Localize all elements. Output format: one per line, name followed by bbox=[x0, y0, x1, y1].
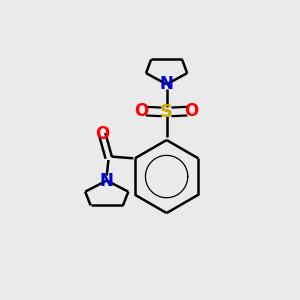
Text: O: O bbox=[95, 125, 110, 143]
Text: O: O bbox=[135, 102, 149, 120]
Text: N: N bbox=[100, 172, 114, 190]
Text: N: N bbox=[160, 75, 173, 93]
Text: O: O bbox=[184, 102, 199, 120]
Text: S: S bbox=[160, 103, 173, 121]
